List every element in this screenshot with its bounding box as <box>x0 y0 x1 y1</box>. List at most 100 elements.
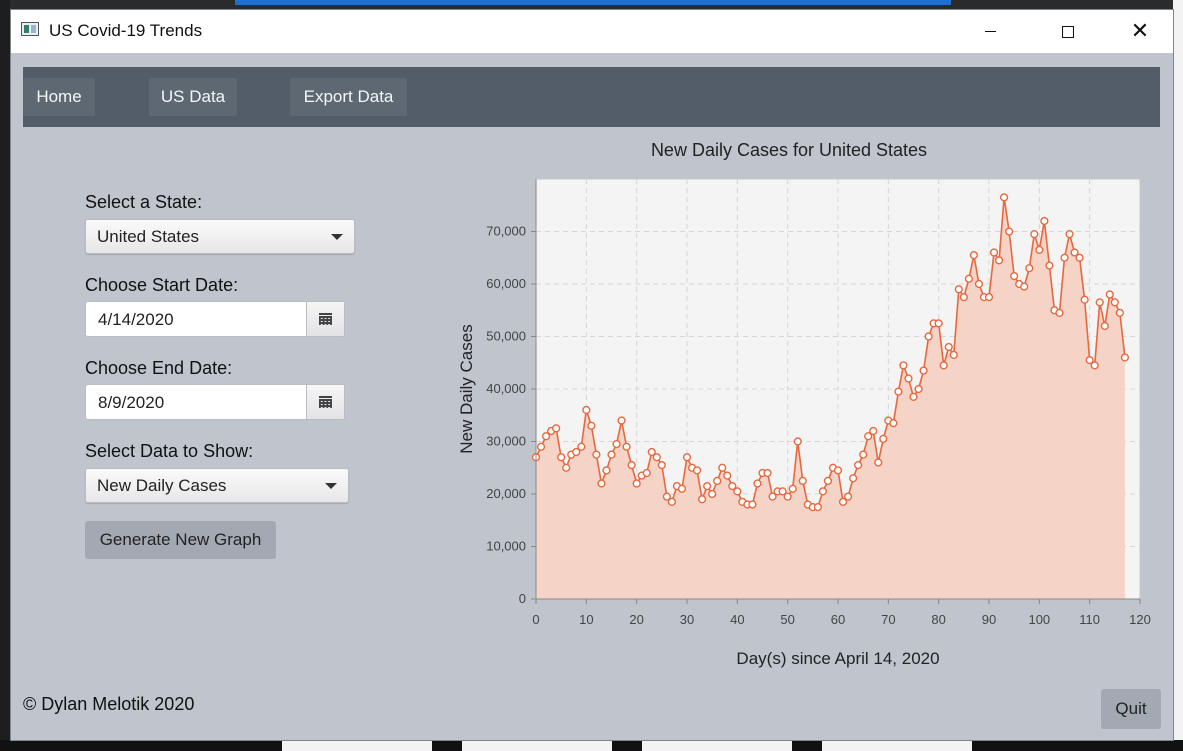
minimize-button[interactable] <box>967 10 1013 53</box>
nav-bar: Home US Data Export Data <box>23 67 1160 127</box>
data-point <box>632 479 641 488</box>
data-point <box>864 432 873 441</box>
data-point <box>698 495 707 504</box>
data-point <box>713 476 722 485</box>
data-point <box>843 492 853 501</box>
data-point <box>989 248 999 257</box>
data-point <box>818 487 828 496</box>
data-point <box>999 193 1009 202</box>
data-point <box>934 319 943 328</box>
data-type-select[interactable]: New Daily Cases <box>85 468 349 503</box>
title-bar[interactable]: US Covid-19 Trends ✕ <box>11 10 1173 53</box>
data-point <box>1120 353 1130 362</box>
x-tick-label: 30 <box>680 612 694 627</box>
data-point <box>994 256 1004 265</box>
app-window: US Covid-19 Trends ✕ Home US Data Export… <box>10 9 1174 741</box>
desktop-background-strip <box>235 0 951 5</box>
data-point <box>577 442 586 451</box>
y-tick-label: 0 <box>519 591 526 606</box>
start-date-picker[interactable]: 4/14/2020 <box>85 301 345 337</box>
data-point <box>793 437 802 446</box>
x-tick-label: 120 <box>1129 612 1151 627</box>
data-point <box>1055 308 1064 317</box>
data-point <box>748 500 757 509</box>
data-point <box>1065 230 1074 239</box>
export-data-button[interactable]: Export Data <box>290 78 407 116</box>
data-point <box>1100 321 1109 331</box>
data-point <box>1080 295 1089 304</box>
data-point <box>622 442 631 451</box>
data-point <box>692 466 702 475</box>
data-point <box>954 285 963 294</box>
data-point <box>728 482 737 491</box>
end-date-value: 8/9/2020 <box>98 393 165 412</box>
data-point <box>652 453 661 462</box>
data-point <box>703 482 712 491</box>
data-point <box>1070 248 1079 257</box>
data-point <box>768 492 777 501</box>
x-tick-label: 60 <box>831 612 845 627</box>
state-select-value: United States <box>97 227 200 246</box>
close-button[interactable]: ✕ <box>1117 10 1163 53</box>
data-point <box>1105 290 1114 299</box>
calendar-icon <box>319 396 332 408</box>
desktop-background-bottom <box>0 740 1183 751</box>
start-date-calendar-button[interactable] <box>306 302 344 336</box>
maximize-button[interactable] <box>1045 10 1091 53</box>
data-point <box>647 447 656 457</box>
data-point <box>552 424 561 433</box>
data-point <box>813 503 822 512</box>
data-point <box>969 251 979 260</box>
x-tick-label: 100 <box>1028 612 1050 627</box>
data-point <box>1090 361 1099 370</box>
data-point <box>682 453 692 462</box>
y-tick-label: 30,000 <box>486 434 526 449</box>
data-point <box>763 468 772 478</box>
data-point <box>627 461 636 470</box>
data-point <box>597 479 606 488</box>
data-point <box>823 476 833 485</box>
data-point <box>859 450 868 459</box>
data-point <box>617 416 626 425</box>
data-point <box>984 293 994 302</box>
app-icon <box>21 22 39 36</box>
y-tick-label: 40,000 <box>486 381 526 396</box>
data-point <box>919 366 928 375</box>
x-tick-label: 0 <box>532 612 539 627</box>
generate-graph-button[interactable]: Generate New Graph <box>85 521 276 559</box>
quit-button[interactable]: Quit <box>1101 689 1161 729</box>
data-point <box>914 384 923 394</box>
data-point <box>924 332 933 341</box>
data-point <box>1115 308 1124 317</box>
x-tick-label: 50 <box>780 612 794 627</box>
chart-title: New Daily Cases for United States <box>650 140 928 160</box>
state-select[interactable]: United States <box>85 219 355 254</box>
copyright-text: © Dylan Melotik 2020 <box>23 694 195 714</box>
data-point <box>1020 282 1029 291</box>
end-date-picker[interactable]: 8/9/2020 <box>85 384 345 420</box>
y-axis-title: New Daily Cases <box>457 324 476 453</box>
data-point <box>718 463 727 472</box>
data-point <box>642 468 651 478</box>
data-point <box>667 497 677 506</box>
data-point <box>838 497 848 506</box>
series-area <box>536 197 1125 599</box>
data-point <box>939 361 948 370</box>
start-date-value: 4/14/2020 <box>98 310 174 329</box>
x-tick-label: 10 <box>579 612 593 627</box>
y-tick-label: 60,000 <box>486 276 526 291</box>
state-label: Select a State: <box>85 192 203 212</box>
data-point <box>949 350 958 359</box>
series-line <box>535 197 1126 508</box>
end-date-calendar-button[interactable] <box>306 385 344 419</box>
home-button[interactable]: Home <box>23 78 95 116</box>
data-point <box>959 293 968 302</box>
minimize-icon <box>984 31 996 32</box>
data-point <box>562 463 571 472</box>
data-point <box>587 421 596 430</box>
data-point <box>798 476 807 485</box>
data-point <box>536 442 546 451</box>
us-data-button[interactable]: US Data <box>149 78 237 116</box>
data-point <box>833 466 843 475</box>
data-point <box>964 274 973 283</box>
